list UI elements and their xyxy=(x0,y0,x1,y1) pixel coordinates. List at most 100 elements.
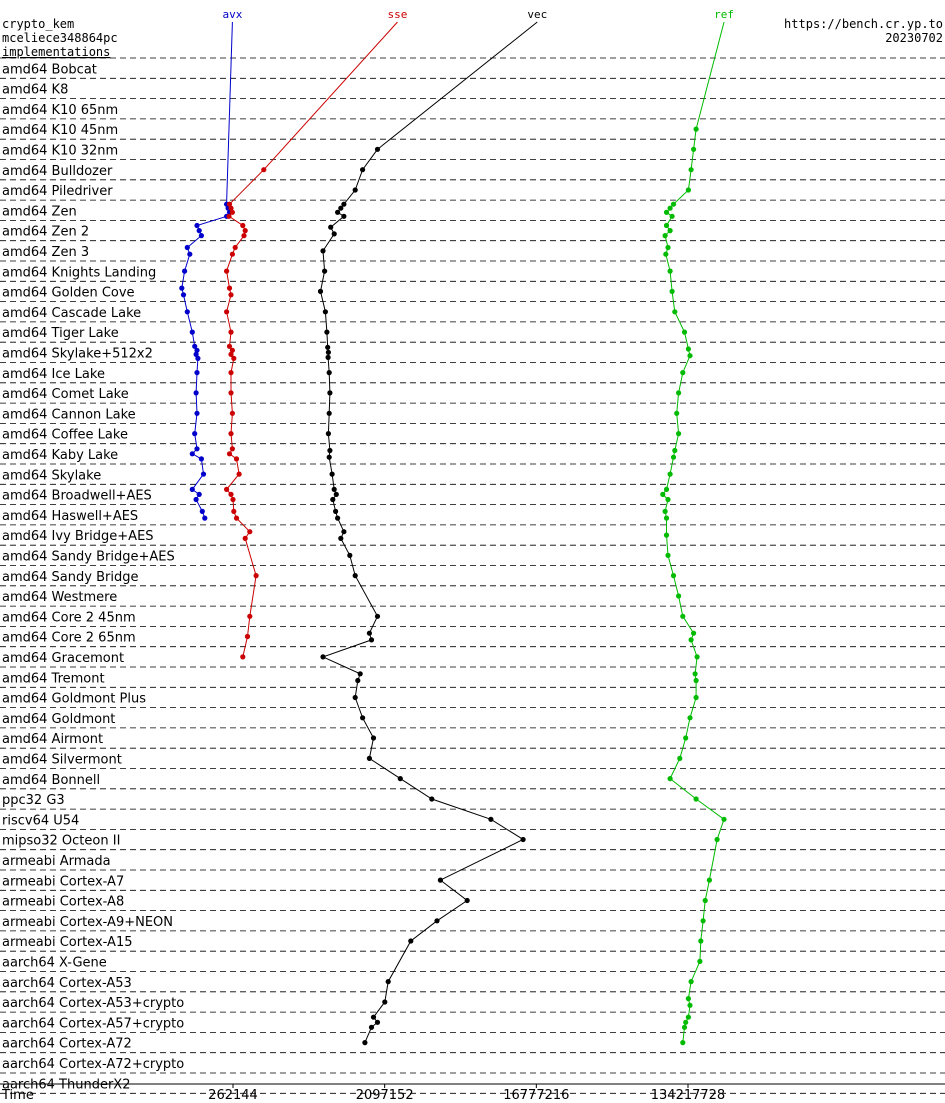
data-point xyxy=(226,451,233,457)
data-point xyxy=(196,228,202,234)
category-label: amd64 Skylake xyxy=(2,468,101,483)
data-point xyxy=(228,329,234,335)
data-point xyxy=(326,454,332,460)
data-point xyxy=(434,918,440,924)
series-ref: ref xyxy=(660,8,734,1046)
data-point xyxy=(374,146,381,152)
data-point xyxy=(360,715,366,721)
data-point xyxy=(687,353,693,359)
data-point xyxy=(331,486,337,492)
category-label: amd64 K10 32nm xyxy=(2,144,118,159)
category-label: amd64 Bulldozer xyxy=(2,164,113,179)
category-label: amd64 Zen xyxy=(2,204,77,219)
category-label: amd64 Goldmont xyxy=(2,712,115,727)
data-point xyxy=(368,1024,375,1030)
data-point xyxy=(693,677,699,684)
data-point xyxy=(683,1019,689,1025)
category-label: amd64 Haswell+AES xyxy=(2,509,138,524)
data-point xyxy=(341,529,347,535)
data-point xyxy=(322,268,328,274)
category-label: amd64 Broadwell+AES xyxy=(2,489,152,504)
data-point xyxy=(698,938,704,944)
data-point xyxy=(194,222,200,229)
category-label: amd64 Gracemont xyxy=(2,651,124,666)
data-point xyxy=(196,491,202,497)
data-point xyxy=(660,491,666,497)
data-point xyxy=(663,209,670,215)
data-point xyxy=(194,370,200,376)
data-point xyxy=(347,552,353,559)
category-label: aarch64 Cortex-A57+crypto xyxy=(2,1016,184,1031)
data-point xyxy=(194,446,200,452)
data-point xyxy=(229,347,235,353)
category-label: amd64 Sandy Bridge xyxy=(2,570,138,585)
series-avx: avx xyxy=(179,8,243,521)
data-point xyxy=(198,456,204,462)
site-url[interactable]: https://bench.cr.yp.to xyxy=(784,17,943,31)
data-point xyxy=(374,1019,381,1025)
implementations-label: implementations xyxy=(2,45,110,59)
data-point xyxy=(241,233,247,239)
category-label: amd64 Tiger Lake xyxy=(2,326,119,341)
data-point xyxy=(341,213,347,219)
category-label: amd64 K10 45nm xyxy=(2,123,118,138)
data-point xyxy=(662,508,668,514)
data-point xyxy=(662,233,668,239)
category-label: amd64 Ivy Bridge+AES xyxy=(2,529,154,544)
data-point xyxy=(335,515,341,521)
data-point xyxy=(326,370,332,376)
data-point xyxy=(224,486,230,492)
data-point xyxy=(200,471,207,477)
data-point xyxy=(327,447,333,454)
data-point xyxy=(362,1040,368,1046)
data-point xyxy=(408,938,414,944)
data-point xyxy=(229,446,235,452)
data-point xyxy=(198,233,204,239)
data-point xyxy=(681,1024,688,1030)
data-point xyxy=(193,390,199,396)
category-label: riscv64 U54 xyxy=(2,813,79,828)
primitive-title: crypto_kem xyxy=(2,17,74,31)
data-point xyxy=(667,776,673,782)
series-leader-line xyxy=(377,21,538,150)
category-label: amd64 Airmont xyxy=(2,732,103,747)
data-point xyxy=(667,268,673,274)
data-point xyxy=(230,496,236,503)
data-point xyxy=(355,677,361,684)
data-point xyxy=(320,654,326,660)
data-point xyxy=(683,735,689,741)
data-point xyxy=(232,244,238,251)
primitive-name: mceliece348864pc xyxy=(2,31,118,45)
data-point xyxy=(397,776,403,782)
data-point xyxy=(693,796,699,802)
data-point xyxy=(330,496,336,503)
data-point xyxy=(688,979,694,985)
data-point xyxy=(228,431,234,437)
data-point xyxy=(333,491,339,497)
cpu-rows: amd64 Bobcat amd64 K8 amd64 K10 65nm amd64 … xyxy=(0,57,945,1094)
data-point xyxy=(195,355,201,361)
category-label: amd64 Comet Lake xyxy=(2,387,129,402)
data-point xyxy=(374,613,381,619)
data-point xyxy=(488,816,494,822)
data-point xyxy=(231,508,237,514)
data-point xyxy=(702,897,708,904)
data-point xyxy=(669,213,675,219)
data-point xyxy=(663,532,670,538)
category-label: amd64 Golden Cove xyxy=(2,286,135,301)
series-vec: vec xyxy=(317,8,547,1046)
series-leader-line xyxy=(226,21,233,205)
category-label: aarch64 X-Gene xyxy=(2,956,107,971)
x-tick-label: 262144 xyxy=(208,1088,258,1103)
data-point xyxy=(464,897,470,904)
data-point xyxy=(721,816,727,822)
x-tick-label: 2097152 xyxy=(356,1088,414,1103)
data-point xyxy=(691,630,697,636)
category-label: aarch64 Cortex-A53+crypto xyxy=(2,996,184,1011)
data-point xyxy=(244,633,251,640)
category-label: armeabi Armada xyxy=(2,854,111,869)
data-point xyxy=(680,613,686,619)
data-point xyxy=(670,573,677,579)
category-label: amd64 Goldmont Plus xyxy=(2,692,146,707)
data-point xyxy=(685,187,692,193)
